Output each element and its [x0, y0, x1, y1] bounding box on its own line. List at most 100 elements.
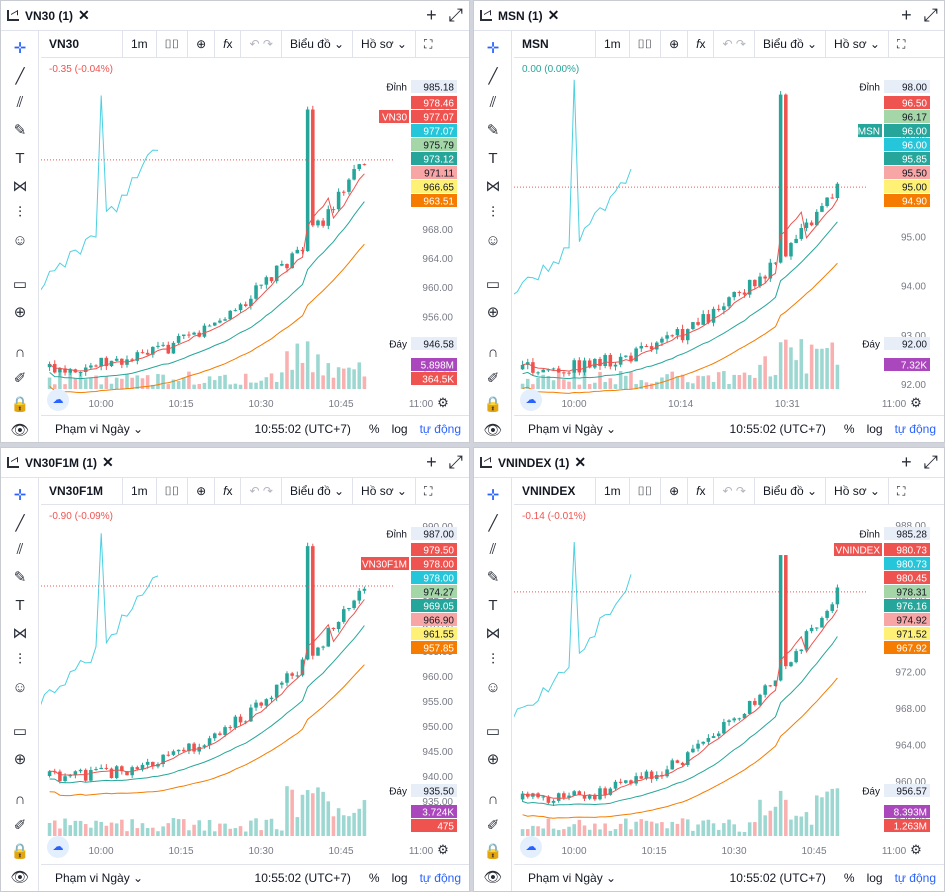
- symbol-search-button[interactable]: VNINDEX: [514, 478, 596, 504]
- chart-svg[interactable]: 98.0097.0096.0095.0094.0093.0092.0010:00…: [514, 59, 944, 419]
- text-icon[interactable]: T: [15, 597, 25, 614]
- clock-readout[interactable]: 10:55:02 (UTC+7): [729, 422, 826, 436]
- range-selector[interactable]: Phạm vi Ngày ⌄: [55, 422, 144, 436]
- percent-toggle[interactable]: %: [368, 422, 380, 436]
- lock-draw-icon[interactable]: ✐: [486, 817, 500, 834]
- compare-icon[interactable]: ⊕: [661, 478, 689, 504]
- symbol-search-button[interactable]: VN30F1M: [41, 478, 123, 504]
- zoom-in-icon[interactable]: ⊕: [13, 304, 27, 321]
- close-icon[interactable]: ✕: [102, 454, 114, 470]
- add-icon[interactable]: +: [426, 5, 437, 25]
- undo-redo-icon[interactable]: ↶ ↷: [241, 478, 282, 504]
- percent-toggle[interactable]: %: [368, 871, 380, 885]
- eye-icon[interactable]: 👁: [10, 422, 30, 439]
- maximize-icon[interactable]: ⤢: [448, 5, 463, 25]
- interval-button[interactable]: 1m: [123, 31, 157, 57]
- chart-type-menu[interactable]: Biểu đồ ⌄: [755, 478, 827, 504]
- percent-toggle[interactable]: %: [843, 422, 855, 436]
- clock-readout[interactable]: 10:55:02 (UTC+7): [254, 422, 351, 436]
- close-icon[interactable]: ✕: [547, 7, 560, 23]
- emoji-icon[interactable]: ☺: [485, 232, 501, 249]
- fullscreen-icon[interactable]: ⛶: [423, 483, 433, 498]
- panel-tab-title[interactable]: MSN (1): [498, 8, 543, 23]
- lock-icon[interactable]: 🔒: [10, 843, 30, 860]
- panel-tab-title[interactable]: VN30 (1): [25, 8, 74, 23]
- eye-icon[interactable]: 👁: [10, 869, 30, 886]
- pattern-icon[interactable]: ⋈: [12, 178, 28, 195]
- crosshair-icon[interactable]: ✛: [13, 487, 27, 504]
- text-icon[interactable]: T: [488, 597, 498, 614]
- compare-icon[interactable]: ⊕: [188, 31, 216, 57]
- magnet-icon[interactable]: ∩: [14, 344, 26, 361]
- fib-icon[interactable]: ⫽: [489, 94, 497, 111]
- lock-icon[interactable]: 🔒: [483, 843, 503, 860]
- ruler-icon[interactable]: ▭: [485, 723, 501, 740]
- chart-svg[interactable]: 988.00984.00980.00976.00972.00968.00964.…: [514, 506, 944, 866]
- emoji-icon[interactable]: ☺: [12, 679, 28, 696]
- ruler-icon[interactable]: ▭: [12, 276, 28, 293]
- compare-icon[interactable]: ⊕: [188, 478, 216, 504]
- candle-type-icon[interactable]: ⌷⌷: [630, 31, 662, 57]
- logo-icon[interactable]: ☁: [520, 389, 542, 411]
- fib-icon[interactable]: ⫽: [16, 94, 24, 111]
- brush-icon[interactable]: ✎: [486, 569, 500, 586]
- crosshair-icon[interactable]: ✛: [13, 40, 27, 57]
- zoom-in-icon[interactable]: ⊕: [13, 751, 27, 768]
- logo-icon[interactable]: ☁: [47, 389, 69, 411]
- compare-icon[interactable]: ⊕: [661, 31, 689, 57]
- forecast-icon[interactable]: ⫶: [18, 651, 22, 668]
- magnet-icon[interactable]: ∩: [487, 344, 499, 361]
- add-icon[interactable]: +: [426, 452, 437, 472]
- log-toggle[interactable]: log: [866, 871, 883, 885]
- lock-draw-icon[interactable]: ✐: [13, 817, 27, 834]
- logo-icon[interactable]: ☁: [520, 836, 542, 858]
- close-icon[interactable]: ✕: [574, 454, 587, 470]
- emoji-icon[interactable]: ☺: [485, 679, 501, 696]
- fullscreen-icon[interactable]: ⛶: [423, 36, 433, 51]
- auto-toggle[interactable]: tự động: [894, 871, 936, 885]
- auto-toggle[interactable]: tự động: [419, 871, 461, 885]
- price-chart[interactable]: 98.0097.0096.0095.0094.0093.0092.0010:00…: [514, 59, 944, 419]
- forecast-icon[interactable]: ⫶: [491, 651, 495, 668]
- undo-redo-icon[interactable]: ↶ ↷: [241, 31, 282, 57]
- log-toggle[interactable]: log: [391, 871, 408, 885]
- maximize-icon[interactable]: ⤢: [923, 5, 938, 25]
- chart-type-menu[interactable]: Biểu đồ ⌄: [282, 478, 354, 504]
- trend-line-icon[interactable]: ╱: [15, 68, 25, 85]
- text-icon[interactable]: T: [488, 150, 498, 167]
- price-chart[interactable]: 990.00985.00980.00975.00970.00965.00960.…: [41, 506, 470, 866]
- clock-readout[interactable]: 10:55:02 (UTC+7): [729, 871, 826, 885]
- forecast-icon[interactable]: ⫶: [18, 204, 22, 221]
- eye-icon[interactable]: 👁: [483, 869, 503, 886]
- lock-icon[interactable]: 🔒: [483, 396, 503, 413]
- emoji-icon[interactable]: ☺: [12, 232, 28, 249]
- brush-icon[interactable]: ✎: [486, 122, 500, 139]
- candle-type-icon[interactable]: ⌷⌷: [157, 31, 189, 57]
- auto-toggle[interactable]: tự động: [419, 422, 461, 436]
- brush-icon[interactable]: ✎: [13, 122, 27, 139]
- chart-svg[interactable]: 988.00984.00980.00976.00972.00968.00964.…: [41, 59, 470, 419]
- brush-icon[interactable]: ✎: [13, 569, 27, 586]
- fullscreen-icon[interactable]: ⛶: [896, 483, 906, 498]
- lock-draw-icon[interactable]: ✐: [13, 370, 27, 387]
- interval-button[interactable]: 1m: [596, 478, 630, 504]
- symbol-search-button[interactable]: MSN: [514, 31, 596, 57]
- lock-icon[interactable]: 🔒: [10, 396, 30, 413]
- add-icon[interactable]: +: [901, 452, 912, 472]
- fib-icon[interactable]: ⫽: [489, 541, 497, 558]
- trend-line-icon[interactable]: ╱: [15, 515, 25, 532]
- eye-icon[interactable]: 👁: [483, 422, 503, 439]
- undo-redo-icon[interactable]: ↶ ↷: [714, 478, 755, 504]
- chart-svg[interactable]: 990.00985.00980.00975.00970.00965.00960.…: [41, 506, 470, 866]
- zoom-in-icon[interactable]: ⊕: [486, 751, 500, 768]
- candle-type-icon[interactable]: ⌷⌷: [630, 478, 662, 504]
- forecast-icon[interactable]: ⫶: [491, 204, 495, 221]
- logo-icon[interactable]: ☁: [47, 836, 69, 858]
- crosshair-icon[interactable]: ✛: [486, 487, 500, 504]
- panel-tab-title[interactable]: VNINDEX (1): [498, 455, 570, 470]
- magnet-icon[interactable]: ∩: [14, 791, 26, 808]
- add-icon[interactable]: +: [901, 5, 912, 25]
- log-toggle[interactable]: log: [391, 422, 408, 436]
